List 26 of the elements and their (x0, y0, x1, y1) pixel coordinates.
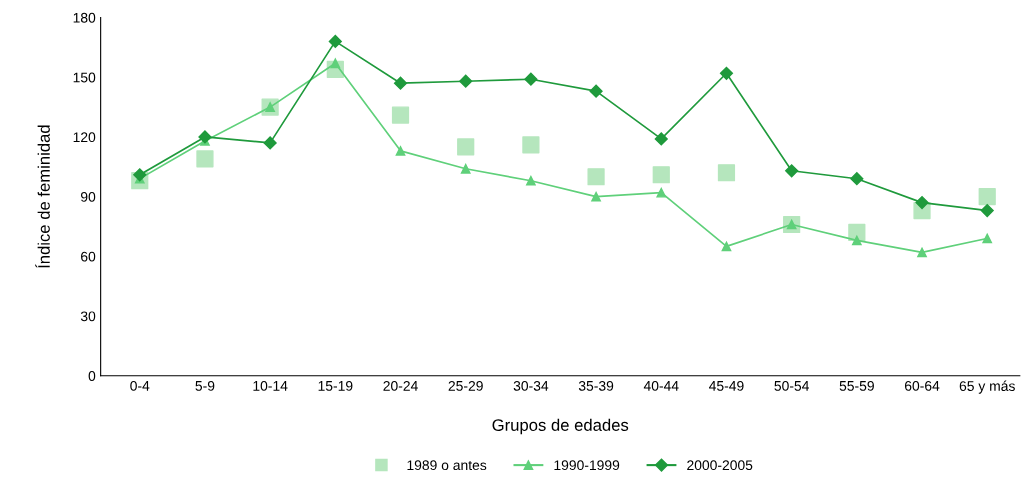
x-tick-label: 20-24 (383, 380, 418, 391)
x-tick-label: 10-14 (253, 380, 288, 391)
y-tick-label: 90 (80, 191, 96, 202)
y-tick-label: 60 (81, 251, 96, 262)
x-tick-label: 15-19 (318, 380, 353, 391)
x-tick-label: 45-49 (709, 380, 744, 391)
x-tick-label: 30-34 (513, 380, 549, 391)
legend-label: 2000-2005 (687, 460, 753, 471)
y-tick-label: 120 (73, 132, 96, 143)
y-tick-label: 30 (80, 311, 96, 322)
y-tick-label: 150 (73, 72, 96, 83)
legend-label: 1989 o antes (407, 460, 487, 471)
x-tick-label: 55-59 (839, 380, 874, 391)
x-tick-label: 40-44 (643, 380, 679, 391)
y-tick-label: 0 (88, 371, 96, 381)
y-axis-title: Índice de feminidad (35, 125, 50, 268)
x-tick-label: 5-9 (195, 380, 215, 391)
legend-label: 1990-1999 (554, 460, 620, 471)
x-tick-label: 0-4 (130, 380, 150, 391)
x-tick-label: 35-39 (578, 380, 614, 391)
x-tick-label: 25-29 (448, 380, 483, 391)
x-tick-label: 50-54 (774, 380, 810, 391)
x-axis-title: Grupos de edades (492, 418, 629, 435)
x-tick-label: 65 y más (959, 380, 1015, 394)
y-tick-label: 180 (73, 12, 96, 23)
x-tick-label: 60-64 (904, 380, 940, 391)
